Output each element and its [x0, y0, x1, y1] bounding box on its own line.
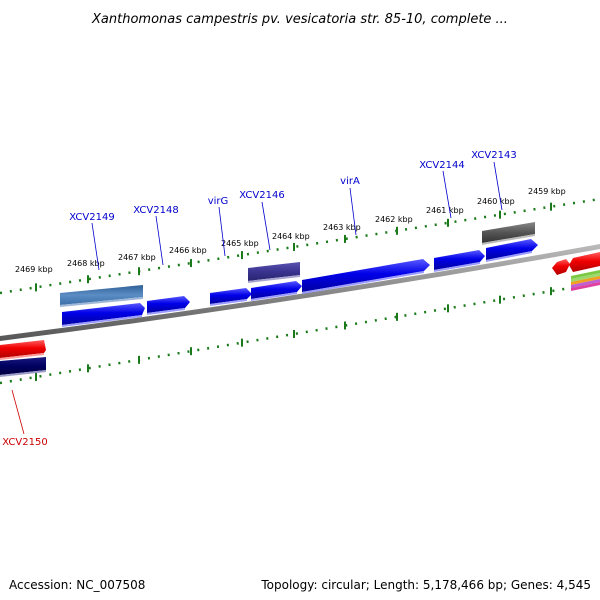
tick-label: 2462 kbp	[375, 215, 413, 224]
gene-shadow	[302, 271, 424, 294]
feature-shadow	[0, 370, 46, 377]
leader-line	[155, 215, 164, 266]
gene-virG[interactable]	[210, 288, 252, 304]
gene-shadow	[251, 292, 297, 301]
map-title: Xanthomonas campestris pv. vesicatoria s…	[91, 12, 508, 27]
upper-scale-line	[0, 197, 600, 295]
tick-label: 2465 kbp	[221, 239, 259, 248]
tick-label: 2464 kbp	[272, 232, 310, 241]
tick-label: 2469 kbp	[15, 265, 53, 274]
gene-shadow	[486, 251, 532, 262]
gene-label-lines	[11, 161, 503, 435]
feature-stripe	[571, 273, 600, 282]
feature-stripe	[571, 282, 600, 291]
leader-line	[11, 389, 25, 435]
forward-gene-track	[62, 239, 538, 327]
gene-label-xcv2149[interactable]: XCV2149	[69, 212, 114, 223]
tick-label: 2463 kbp	[323, 223, 361, 232]
genome-summary-text: Topology: circular; Length: 5,178,466 bp…	[261, 578, 591, 592]
leader-line	[349, 187, 357, 236]
gene-label-xcv2143[interactable]: XCV2143	[471, 150, 516, 161]
gene-label-xcv2150[interactable]: XCV2150	[2, 437, 47, 448]
genome-backbone	[0, 244, 600, 341]
gene-label-xcv2148[interactable]: XCV2148	[133, 205, 178, 216]
gene-label-virG[interactable]: virG	[208, 196, 229, 207]
gene-shadow	[147, 308, 185, 315]
lower-scale-ticks	[35, 287, 552, 381]
tick-label: 2467 kbp	[118, 253, 156, 262]
gene-shadow	[434, 262, 480, 272]
accession-text: Accession: NC_007508	[9, 578, 146, 592]
tick-label: 2461 kbp	[426, 206, 464, 215]
tick-label: 2460 kbp	[477, 197, 515, 206]
feature-shadow	[482, 234, 535, 245]
tick-label: 2466 kbp	[169, 246, 207, 255]
left-edge-features	[0, 340, 46, 377]
feature-xcv2150-other[interactable]	[0, 357, 46, 375]
gene-reverse-partial-b[interactable]	[569, 252, 600, 272]
gene-shadow	[62, 315, 142, 327]
leader-line	[493, 161, 503, 211]
right-edge-features	[552, 252, 600, 291]
gene-shadow	[210, 299, 247, 306]
gene-labels: XCV2149 XCV2148 virG XCV2146 virA XCV214…	[2, 150, 516, 448]
feature-stripe	[571, 276, 600, 285]
gene-xcv2143-cds[interactable]	[486, 239, 538, 260]
scale-labels: 2469 kbp 2468 kbp 2467 kbp 2466 kbp 2465…	[15, 187, 566, 274]
feature-xcv2149[interactable]	[60, 285, 143, 305]
tick-label: 2468 kbp	[67, 259, 105, 268]
upper-scale-ticks	[35, 202, 552, 292]
feature-xcv2146[interactable]	[248, 262, 300, 281]
gene-xcv2150[interactable]	[0, 340, 46, 358]
leader-line	[261, 201, 271, 251]
gene-xcv2149-cds[interactable]	[62, 303, 145, 325]
lower-scale-line	[0, 281, 600, 385]
gene-label-xcv2146[interactable]: XCV2146	[239, 190, 284, 201]
feature-shadow	[60, 297, 143, 307]
gene-xcv2148[interactable]	[147, 296, 190, 313]
gene-xcv2146-cds[interactable]	[251, 281, 302, 299]
tick-label: 2459 kbp	[528, 187, 566, 196]
feature-xcv2143[interactable]	[482, 222, 535, 243]
gene-virA[interactable]	[302, 259, 430, 292]
leader-line	[91, 222, 100, 271]
upper-feature-track	[60, 222, 535, 307]
gene-label-xcv2144[interactable]: XCV2144	[419, 160, 464, 171]
gene-shadow	[0, 353, 44, 360]
gene-xcv2144[interactable]	[434, 250, 485, 270]
gene-label-virA[interactable]: virA	[340, 176, 360, 187]
feature-stripe	[571, 270, 600, 279]
leader-line	[218, 206, 226, 257]
feature-stripe	[571, 279, 600, 288]
leader-line	[442, 170, 452, 219]
gene-reverse-partial-a[interactable]	[552, 259, 570, 275]
feature-shadow	[248, 275, 300, 283]
